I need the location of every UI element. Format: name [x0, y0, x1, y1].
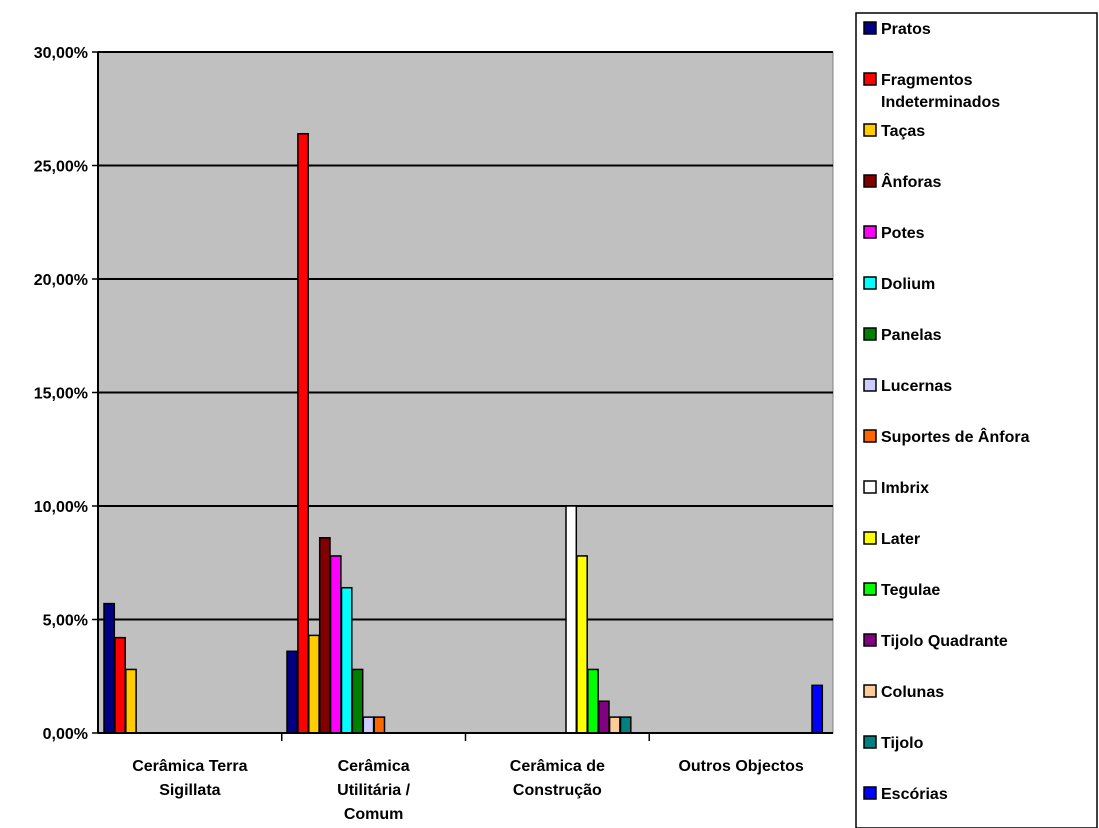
legend-swatch [863, 786, 877, 800]
bar-ta-as [125, 668, 137, 734]
legend-label: Escórias [881, 786, 948, 803]
legend-label: Colunas [881, 684, 944, 701]
legend-label: Potes [881, 225, 925, 242]
legend-swatch [863, 123, 877, 137]
legend-swatch [863, 684, 877, 698]
legend-label: Tegulae [881, 582, 940, 599]
legend-swatch [863, 276, 877, 290]
legend-label: Suportes de Ânfora [881, 427, 1030, 446]
legend-swatch [863, 480, 877, 494]
legend-label: Dolium [881, 276, 935, 293]
bar-tijolo-quadrante [597, 700, 610, 734]
bar-fragmentos-indeterminados [114, 636, 126, 734]
legend-label: Later [881, 531, 920, 548]
bar-later [576, 555, 588, 734]
x-category-label: Cerâmica Terra Sigillata [132, 758, 247, 799]
legend-label: Tijolo [881, 735, 924, 752]
y-tick-label: 10,00% [34, 499, 88, 516]
bar-ta-as [308, 634, 320, 734]
y-tick-label: 20,00% [34, 272, 88, 289]
legend-swatch [863, 174, 877, 188]
legend-label: Ânforas [881, 172, 942, 191]
legend-swatch [863, 72, 877, 86]
bar-potes [329, 555, 342, 734]
legend-swatch [863, 429, 877, 443]
legend [855, 12, 1098, 828]
y-tick-label: 25,00% [34, 159, 88, 176]
y-tick-label: 30,00% [34, 45, 88, 62]
legend-label: Lucernas [881, 378, 952, 395]
legend-swatch [863, 225, 877, 239]
legend-label: Fragmentos Indeterminados [881, 72, 1000, 111]
bar-lucernas [362, 716, 375, 734]
bar-dolium [340, 586, 353, 734]
x-category-label: Cerâmica de Construção [510, 758, 605, 799]
y-tick-label: 0,00% [43, 726, 88, 743]
legend-swatch [863, 735, 877, 749]
bar-suportes-de-nfora [373, 716, 386, 734]
bar-colunas [608, 716, 621, 734]
legend-swatch [863, 21, 877, 35]
legend-label: Imbrix [881, 480, 929, 497]
y-tick-label: 15,00% [34, 386, 88, 403]
legend-swatch [863, 378, 877, 392]
legend-label: Panelas [881, 327, 942, 344]
legend-swatch [863, 327, 877, 341]
x-category-label: Outros Objectos [678, 758, 803, 775]
bar-tijolo [619, 716, 632, 734]
legend-label: Taças [881, 123, 925, 140]
legend-label: Tijolo Quadrante [881, 633, 1008, 650]
legend-swatch [863, 531, 877, 545]
bar--nforas [318, 537, 331, 734]
legend-swatch [863, 582, 877, 596]
legend-label: Pratos [881, 21, 931, 38]
bar-tegulae [587, 668, 599, 734]
x-category-label: Cerâmica Utilitária / Comum [337, 758, 410, 823]
bar-imbrix [565, 505, 578, 734]
y-tick-label: 5,00% [43, 613, 88, 630]
bar-esc-rias [811, 684, 824, 734]
bar-pratos [286, 650, 299, 734]
legend-swatch [863, 633, 877, 647]
bar-panelas [351, 668, 364, 734]
bar-pratos [103, 602, 116, 734]
bar-fragmentos-indeterminados [297, 132, 309, 734]
